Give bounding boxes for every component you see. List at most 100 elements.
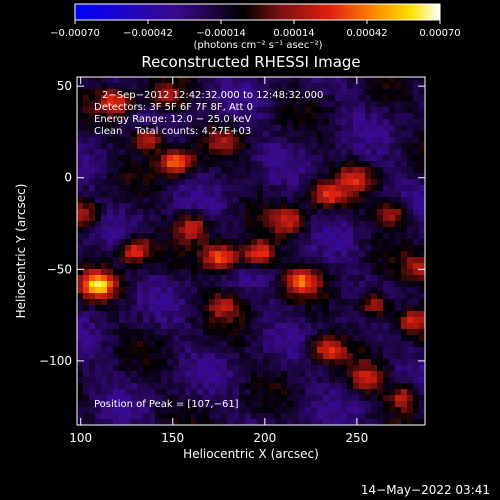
heatmap-cell — [221, 371, 228, 378]
heatmap-cell — [221, 377, 228, 384]
heatmap-cell — [335, 383, 342, 390]
heatmap-cell — [323, 161, 330, 168]
heatmap-cell — [269, 167, 276, 174]
heatmap-cell — [293, 161, 300, 168]
heatmap-cell — [77, 329, 84, 336]
heatmap-cell — [329, 203, 336, 210]
heatmap-cell — [239, 83, 246, 90]
heatmap-cell — [269, 419, 276, 425]
heatmap-cell — [311, 161, 318, 168]
heatmap-cell — [419, 125, 425, 132]
heatmap-cell — [371, 113, 378, 120]
heatmap-cell — [83, 101, 90, 108]
heatmap-cell — [155, 185, 162, 192]
heatmap-cell — [299, 209, 306, 216]
heatmap-cell — [329, 113, 336, 120]
heatmap-cell — [263, 161, 270, 168]
heatmap-cell — [347, 359, 354, 366]
heatmap-cell — [77, 155, 84, 162]
heatmap-cell — [287, 281, 294, 288]
heatmap-cell — [167, 293, 174, 300]
heatmap-cell — [401, 281, 408, 288]
heatmap-cell — [293, 89, 300, 96]
heatmap-cell — [341, 167, 348, 174]
heatmap-cell — [143, 347, 150, 354]
heatmap-cell — [251, 305, 258, 312]
heatmap-cell — [125, 389, 132, 396]
heatmap-cell — [389, 107, 396, 114]
heatmap-cell — [185, 77, 192, 84]
heatmap-cell — [143, 89, 150, 96]
heatmap-cell — [359, 317, 366, 324]
heatmap-cell — [377, 335, 384, 342]
heatmap-cell — [395, 287, 402, 294]
heatmap-cell — [179, 155, 186, 162]
heatmap-cell — [173, 353, 180, 360]
heatmap-cell — [341, 329, 348, 336]
heatmap-cell — [317, 413, 324, 420]
heatmap-cell — [233, 269, 240, 276]
heatmap-cell — [419, 137, 425, 144]
heatmap-cell — [383, 311, 390, 318]
heatmap-cell — [215, 275, 222, 282]
heatmap-cell — [287, 407, 294, 414]
heatmap-cell — [95, 317, 102, 324]
heatmap-cell — [419, 77, 425, 84]
heatmap-cell — [407, 107, 414, 114]
heatmap-cell — [251, 209, 258, 216]
heatmap-cell — [167, 281, 174, 288]
heatmap-cell — [125, 221, 132, 228]
heatmap-cell — [353, 197, 360, 204]
heatmap-cell — [89, 365, 96, 372]
heatmap-cell — [341, 353, 348, 360]
heatmap-cell — [137, 185, 144, 192]
heatmap-cell — [287, 365, 294, 372]
heatmap-cell — [311, 227, 318, 234]
heatmap-cell — [287, 215, 294, 222]
heatmap-cell — [179, 77, 186, 84]
heatmap-cell — [209, 353, 216, 360]
heatmap-cell — [305, 209, 312, 216]
heatmap-cell — [77, 173, 84, 180]
heatmap-cell — [353, 107, 360, 114]
heatmap-cell — [287, 203, 294, 210]
heatmap-cell — [365, 263, 372, 270]
heatmap-cell — [347, 287, 354, 294]
heatmap-cell — [257, 329, 264, 336]
heatmap-cell — [245, 107, 252, 114]
heatmap-cell — [161, 191, 168, 198]
heatmap-cell — [197, 173, 204, 180]
heatmap-cell — [137, 107, 144, 114]
heatmap-cell — [95, 191, 102, 198]
heatmap-cell — [305, 287, 312, 294]
heatmap-cell — [341, 389, 348, 396]
heatmap-cell — [257, 383, 264, 390]
heatmap-cell — [167, 323, 174, 330]
heatmap-cell — [167, 329, 174, 336]
heatmap-cell — [143, 155, 150, 162]
heatmap-cell — [107, 215, 114, 222]
heatmap-cell — [377, 113, 384, 120]
heatmap-cell — [311, 251, 318, 258]
y-axis: 500−50−100 — [39, 79, 425, 368]
heatmap-cell — [263, 287, 270, 294]
heatmap-cell — [413, 119, 420, 126]
heatmap-cell — [257, 413, 264, 420]
heatmap-cell — [245, 221, 252, 228]
heatmap-cell — [125, 179, 132, 186]
heatmap-cell — [83, 293, 90, 300]
heatmap-cell — [275, 155, 282, 162]
heatmap-cell — [161, 83, 168, 90]
heatmap-cell — [167, 221, 174, 228]
heatmap-cell — [257, 305, 264, 312]
heatmap-cell — [353, 89, 360, 96]
heatmap-cell — [389, 311, 396, 318]
heatmap-cell — [227, 179, 234, 186]
heatmap-cell — [407, 389, 414, 396]
heatmap-cell — [359, 383, 366, 390]
heatmap-cell — [101, 407, 108, 414]
heatmap-cell — [329, 209, 336, 216]
heatmap-cell — [383, 131, 390, 138]
heatmap-cell — [83, 371, 90, 378]
heatmap-cell — [239, 269, 246, 276]
